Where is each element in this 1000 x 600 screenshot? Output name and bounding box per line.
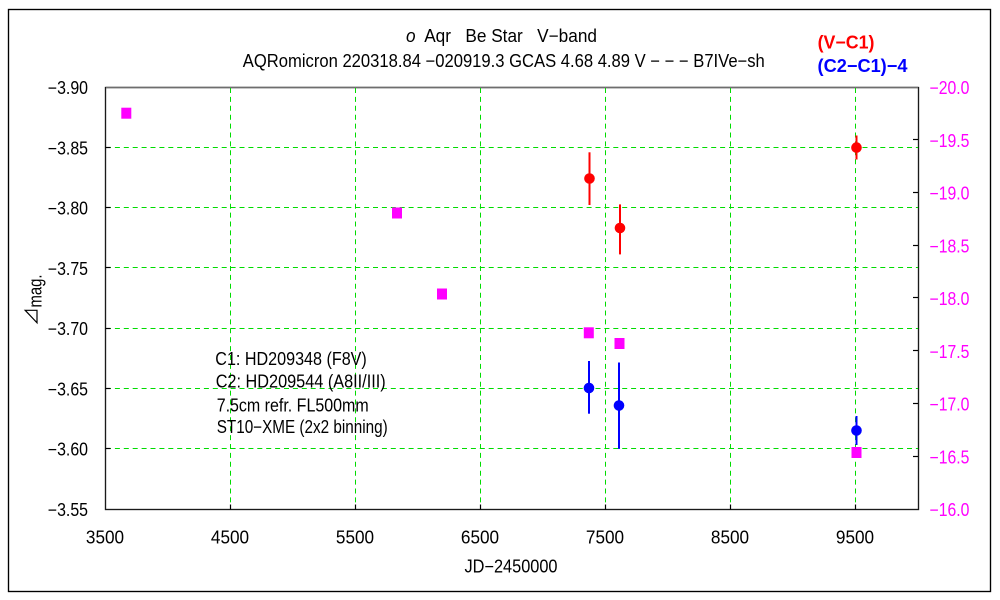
svg-text:−3.60: −3.60 [48, 440, 88, 460]
svg-text:6500: 6500 [461, 527, 499, 547]
svg-text:o Aqr Be Star V−band: o Aqr Be Star V−band [406, 26, 597, 46]
svg-text:(C2−C1)−4: (C2−C1)−4 [818, 56, 908, 76]
svg-text:C1: HD209348 (F8V): C1: HD209348 (F8V) [215, 349, 366, 369]
svg-text:−19.5: −19.5 [930, 131, 970, 151]
svg-text:8500: 8500 [711, 527, 749, 547]
svg-text:AQRomicron 220318.84 −020919.3: AQRomicron 220318.84 −020919.3 GCAS 4.68… [243, 51, 765, 71]
svg-text:−3.55: −3.55 [48, 500, 88, 520]
svg-text:(V−C1): (V−C1) [818, 33, 875, 53]
svg-text:−20.0: −20.0 [930, 78, 970, 98]
svg-text:3500: 3500 [86, 527, 124, 547]
svg-text:−17.5: −17.5 [930, 342, 970, 362]
svg-text:−3.80: −3.80 [48, 199, 88, 219]
svg-text:JD−2450000: JD−2450000 [465, 557, 558, 577]
svg-text:−16.5: −16.5 [930, 447, 970, 467]
svg-text:7500: 7500 [586, 527, 624, 547]
svg-text:9500: 9500 [836, 527, 874, 547]
svg-text:−3.70: −3.70 [48, 319, 88, 339]
svg-text:5500: 5500 [336, 527, 374, 547]
svg-text:−17.0: −17.0 [930, 395, 970, 415]
svg-text:−18.5: −18.5 [930, 236, 970, 256]
svg-text:−3.85: −3.85 [48, 138, 88, 158]
svg-text:C2: HD209544 (A8II/III): C2: HD209544 (A8II/III) [216, 371, 386, 391]
svg-text:−3.65: −3.65 [48, 379, 88, 399]
svg-text:ST10−XME (2x2 binning): ST10−XME (2x2 binning) [217, 417, 388, 437]
svg-text:−19.0: −19.0 [930, 184, 970, 204]
svg-text:−18.0: −18.0 [930, 289, 970, 309]
svg-text:mag.: mag. [25, 275, 46, 308]
svg-text:−3.75: −3.75 [48, 259, 88, 279]
svg-text:7.5cm refr. FL500mm: 7.5cm refr. FL500mm [217, 396, 369, 416]
svg-text:−3.90: −3.90 [48, 78, 88, 98]
svg-text:−16.0: −16.0 [930, 500, 970, 520]
svg-text:4500: 4500 [211, 527, 249, 547]
